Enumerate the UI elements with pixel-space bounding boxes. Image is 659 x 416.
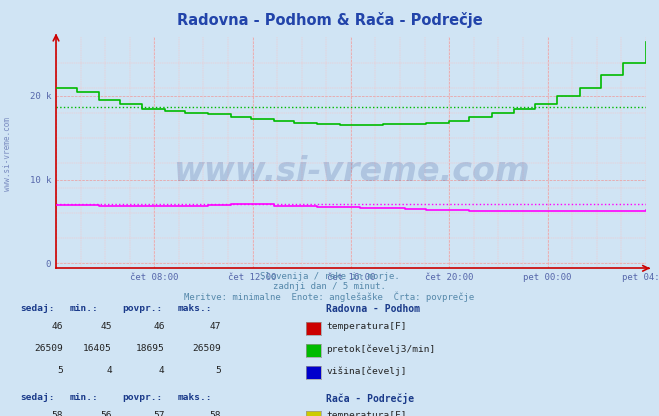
- Text: www.si-vreme.com: www.si-vreme.com: [173, 155, 529, 188]
- Text: povpr.:: povpr.:: [122, 393, 162, 402]
- Text: 47: 47: [210, 322, 221, 332]
- Text: Radovna - Podhom: Radovna - Podhom: [326, 304, 420, 314]
- Text: 5: 5: [57, 366, 63, 376]
- Text: temperatura[F]: temperatura[F]: [326, 322, 407, 332]
- Text: min.:: min.:: [69, 393, 98, 402]
- Text: min.:: min.:: [69, 304, 98, 313]
- Text: 58: 58: [210, 411, 221, 416]
- Text: 4: 4: [159, 366, 165, 376]
- Text: pretok[čevelj3/min]: pretok[čevelj3/min]: [326, 344, 436, 354]
- Text: zadnji dan / 5 minut.: zadnji dan / 5 minut.: [273, 282, 386, 291]
- Text: povpr.:: povpr.:: [122, 304, 162, 313]
- Text: 57: 57: [154, 411, 165, 416]
- Text: 4: 4: [106, 366, 112, 376]
- Text: Radovna - Podhom & Rača - Podrečje: Radovna - Podhom & Rača - Podrečje: [177, 12, 482, 27]
- Text: 46: 46: [51, 322, 63, 332]
- Text: sedaj:: sedaj:: [20, 304, 54, 313]
- Text: višina[čevelj]: višina[čevelj]: [326, 366, 407, 376]
- Text: temperatura[F]: temperatura[F]: [326, 411, 407, 416]
- Text: Slovenija / reke in morje.: Slovenija / reke in morje.: [260, 272, 399, 282]
- Text: 58: 58: [51, 411, 63, 416]
- Text: 46: 46: [154, 322, 165, 332]
- Text: 45: 45: [101, 322, 112, 332]
- Text: 26509: 26509: [34, 344, 63, 354]
- Text: 26509: 26509: [192, 344, 221, 354]
- Text: 56: 56: [101, 411, 112, 416]
- Text: 18695: 18695: [136, 344, 165, 354]
- Text: Meritve: minimalne  Enote: anglešaške  Črta: povprečje: Meritve: minimalne Enote: anglešaške Črt…: [185, 291, 474, 302]
- Text: maks.:: maks.:: [178, 393, 212, 402]
- Text: 5: 5: [215, 366, 221, 376]
- Text: sedaj:: sedaj:: [20, 393, 54, 402]
- Text: Rača - Podrečje: Rača - Podrečje: [326, 393, 415, 404]
- Text: maks.:: maks.:: [178, 304, 212, 313]
- Text: www.si-vreme.com: www.si-vreme.com: [3, 117, 13, 191]
- Text: 16405: 16405: [83, 344, 112, 354]
